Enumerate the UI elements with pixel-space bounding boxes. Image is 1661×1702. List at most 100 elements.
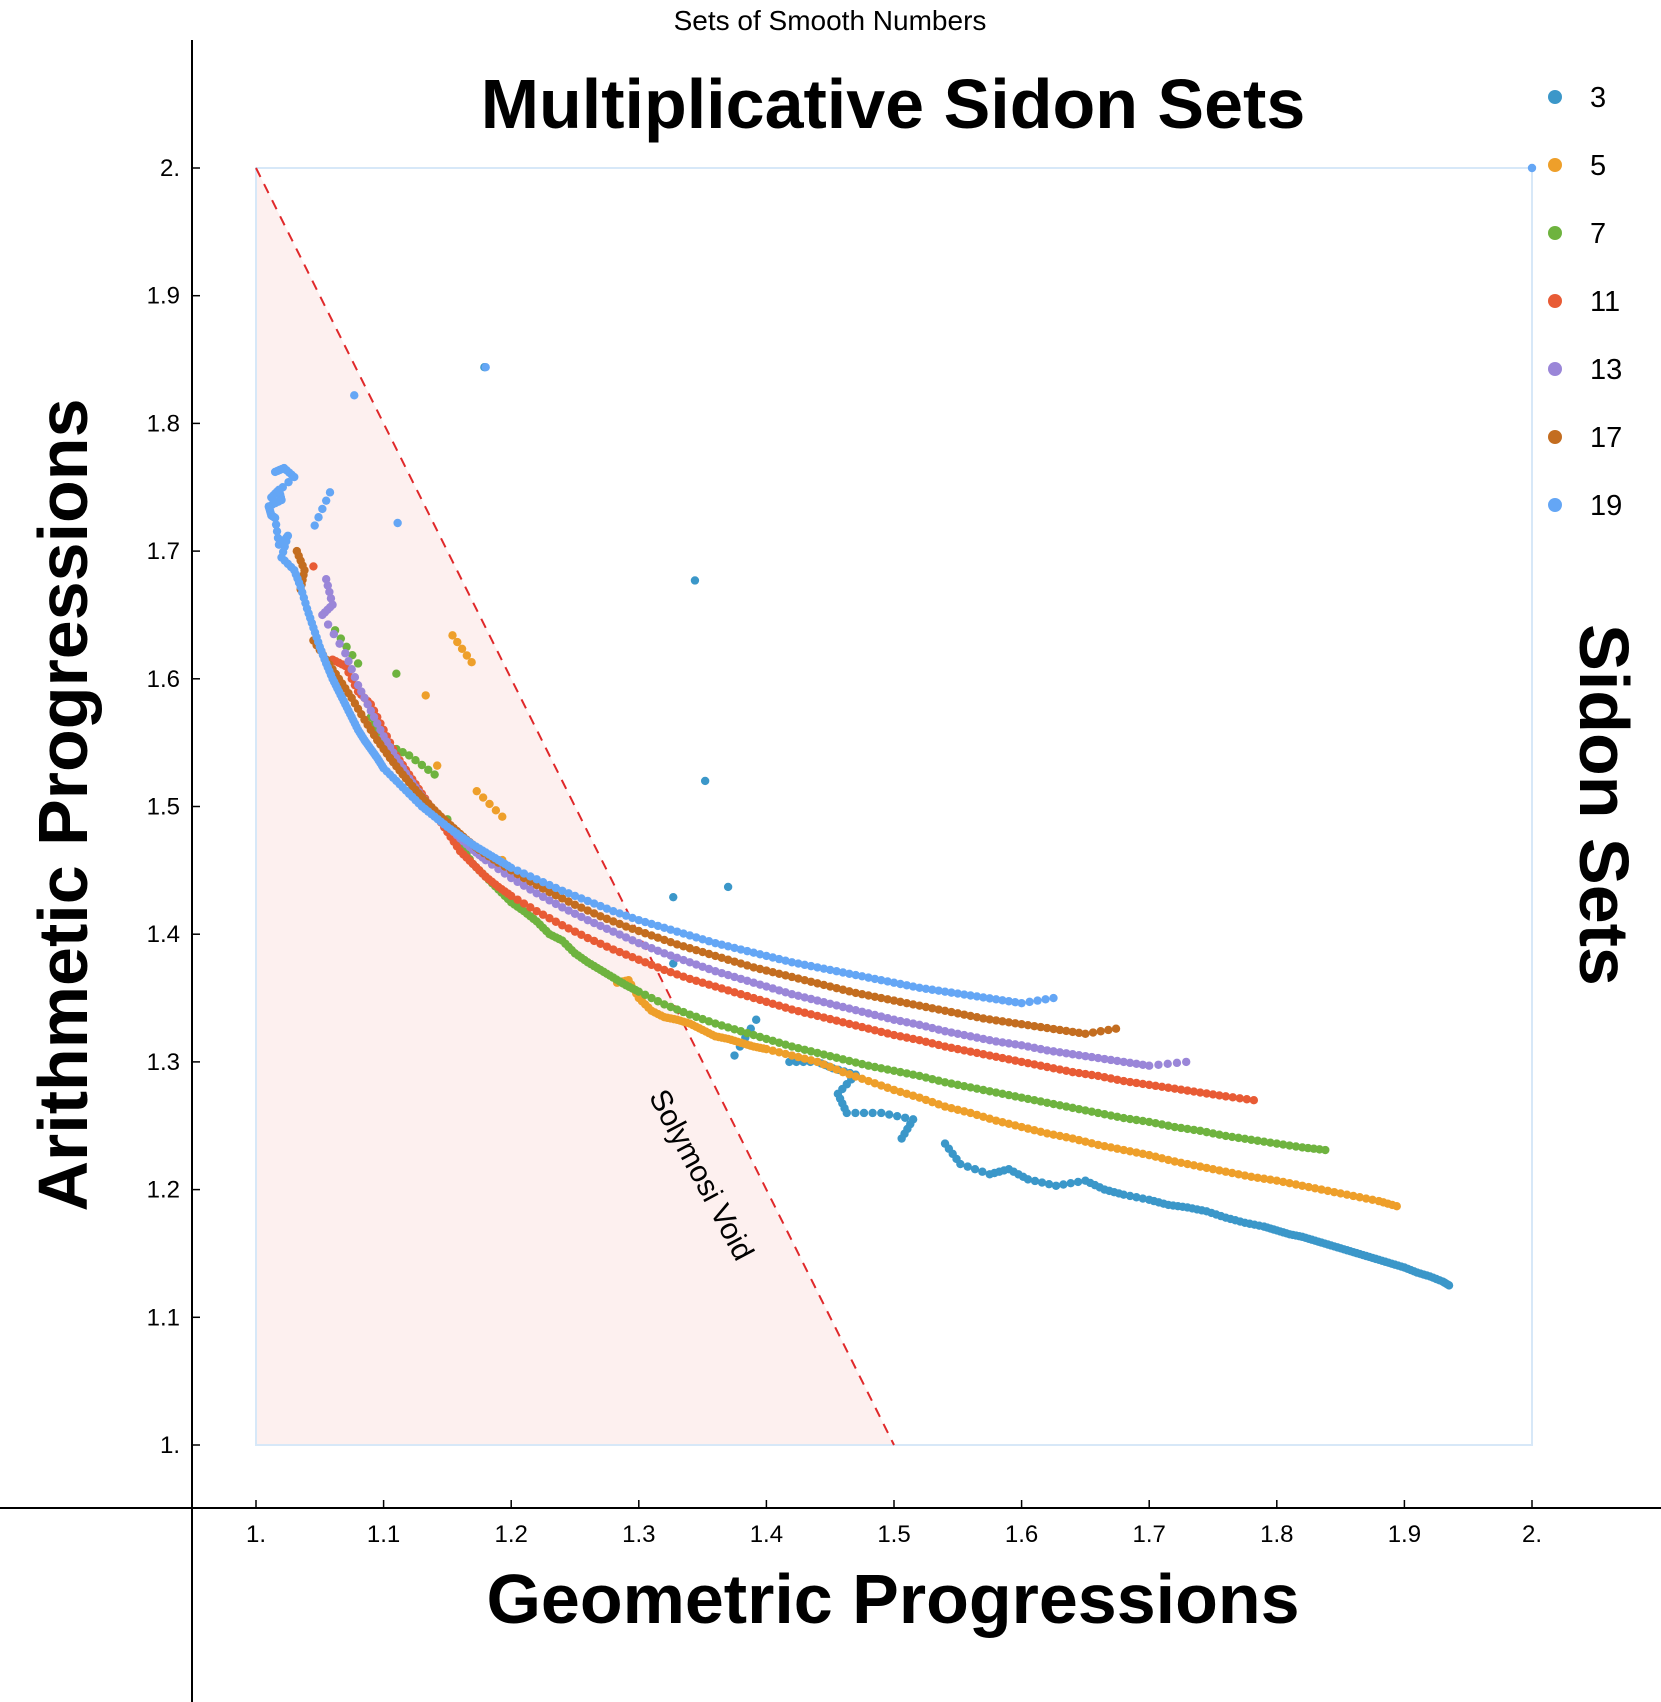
data-point	[864, 1061, 873, 1070]
data-point	[1100, 1054, 1109, 1064]
data-point	[934, 986, 943, 995]
data-point	[845, 1070, 854, 1079]
data-point	[800, 975, 809, 985]
data-point	[963, 1162, 972, 1171]
data-point	[1202, 1089, 1211, 1098]
data-point	[1317, 1185, 1326, 1194]
legend-label: 7	[1590, 218, 1606, 250]
y-axis-label: Arithmetic Progressions	[24, 399, 102, 1212]
data-point	[318, 504, 327, 514]
data-point	[583, 933, 592, 943]
data-point	[532, 880, 541, 890]
data-point	[1049, 993, 1058, 1003]
data-point	[851, 1072, 860, 1081]
legend-label: 11	[1590, 286, 1620, 318]
data-point	[762, 1034, 771, 1044]
legend-label: 19	[1590, 490, 1622, 522]
data-point	[749, 948, 758, 957]
data-point	[800, 1008, 809, 1017]
data-point	[1138, 1060, 1148, 1069]
data-point	[1272, 1139, 1282, 1148]
data-point	[1104, 1025, 1113, 1035]
data-point	[564, 924, 573, 933]
data-point	[417, 760, 427, 770]
data-point	[1042, 1129, 1052, 1138]
data-point	[1215, 1166, 1224, 1175]
data-point	[647, 931, 656, 940]
data-point	[736, 974, 746, 984]
data-point	[1062, 1026, 1071, 1036]
data-point	[832, 1001, 841, 1010]
x-tick-label: 1.	[246, 1521, 266, 1548]
data-point	[1017, 1122, 1026, 1132]
data-point	[845, 1056, 854, 1066]
data-point	[845, 1004, 854, 1013]
data-point	[892, 1111, 902, 1121]
data-point	[1310, 1184, 1320, 1193]
data-point	[991, 1037, 1001, 1046]
data-point	[1176, 1158, 1186, 1167]
data-point	[711, 967, 720, 976]
data-point	[908, 1091, 918, 1100]
data-point	[318, 610, 327, 620]
x-tick-label: 1.9	[1388, 1521, 1421, 1548]
data-point	[634, 938, 643, 948]
data-point	[774, 986, 784, 995]
data-point	[755, 980, 765, 989]
data-point	[832, 967, 841, 976]
data-point	[596, 939, 605, 948]
data-point	[1176, 1123, 1186, 1133]
data-point	[826, 999, 835, 1008]
data-point	[711, 951, 720, 961]
data-point	[323, 581, 332, 590]
data-point	[1172, 1058, 1182, 1068]
data-point	[1215, 1130, 1224, 1139]
data-point	[404, 751, 414, 760]
data-point	[897, 1134, 906, 1143]
data-point	[902, 1018, 911, 1027]
data-point	[800, 1045, 809, 1054]
data-point	[736, 945, 746, 954]
data-point	[755, 995, 765, 1005]
data-point	[908, 1000, 918, 1009]
data-point	[1125, 1114, 1135, 1124]
data-point	[940, 1027, 950, 1036]
data-point	[851, 1108, 860, 1118]
data-point	[347, 665, 356, 674]
data-point	[781, 1049, 790, 1059]
x-tick-label: 1.7	[1133, 1521, 1166, 1548]
legend: 3 5 7 11 13 17 19	[1548, 82, 1622, 522]
data-point	[1113, 1112, 1122, 1122]
data-point	[838, 1055, 848, 1064]
data-point	[832, 983, 841, 993]
data-point	[921, 984, 931, 993]
data-point	[513, 866, 522, 875]
data-point	[877, 993, 886, 1003]
data-point	[564, 897, 573, 906]
data-point	[1004, 1055, 1014, 1064]
data-point	[1030, 1060, 1039, 1069]
data-point	[609, 907, 618, 916]
data-point	[826, 1051, 835, 1061]
data-point	[915, 1001, 924, 1010]
data-point	[1157, 1120, 1167, 1129]
data-point	[341, 649, 350, 658]
data-point	[570, 927, 580, 936]
data-point	[972, 1110, 982, 1120]
data-point	[353, 680, 363, 690]
data-point	[564, 889, 573, 898]
data-point	[634, 926, 643, 936]
data-point	[583, 906, 592, 915]
data-point	[1017, 1093, 1026, 1102]
data-point	[768, 967, 777, 977]
data-point	[467, 657, 476, 667]
data-point	[736, 1027, 746, 1036]
data-point	[774, 1038, 784, 1047]
data-point	[366, 706, 376, 715]
data-point	[532, 875, 541, 884]
data-point	[1030, 1126, 1039, 1135]
data-point	[864, 1076, 873, 1086]
data-point	[877, 1108, 886, 1118]
data-point	[1291, 1180, 1301, 1189]
data-point	[768, 953, 777, 962]
